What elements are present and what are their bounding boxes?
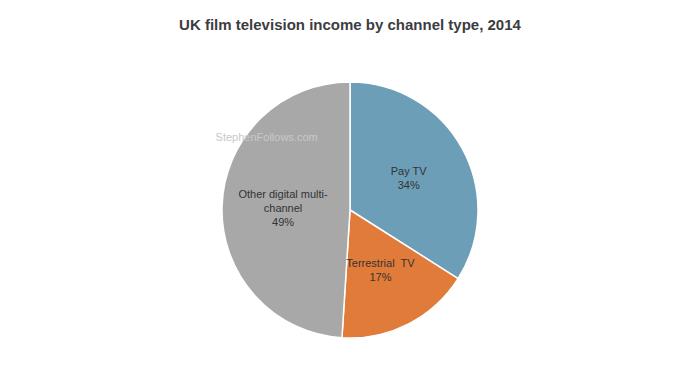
svg-text:Pay TV: Pay TV — [391, 165, 428, 177]
svg-text:34%: 34% — [398, 179, 420, 191]
svg-text:Other digital multi-: Other digital multi- — [238, 188, 328, 200]
svg-text:17%: 17% — [369, 271, 391, 283]
svg-text:49%: 49% — [272, 216, 294, 228]
svg-text:Terrestrial TV: Terrestrial TV — [346, 257, 415, 269]
svg-text:UK film television income by c: UK film television income by channel typ… — [179, 16, 521, 33]
svg-text:StephenFollows.com: StephenFollows.com — [216, 131, 318, 143]
svg-text:channel: channel — [264, 202, 303, 214]
